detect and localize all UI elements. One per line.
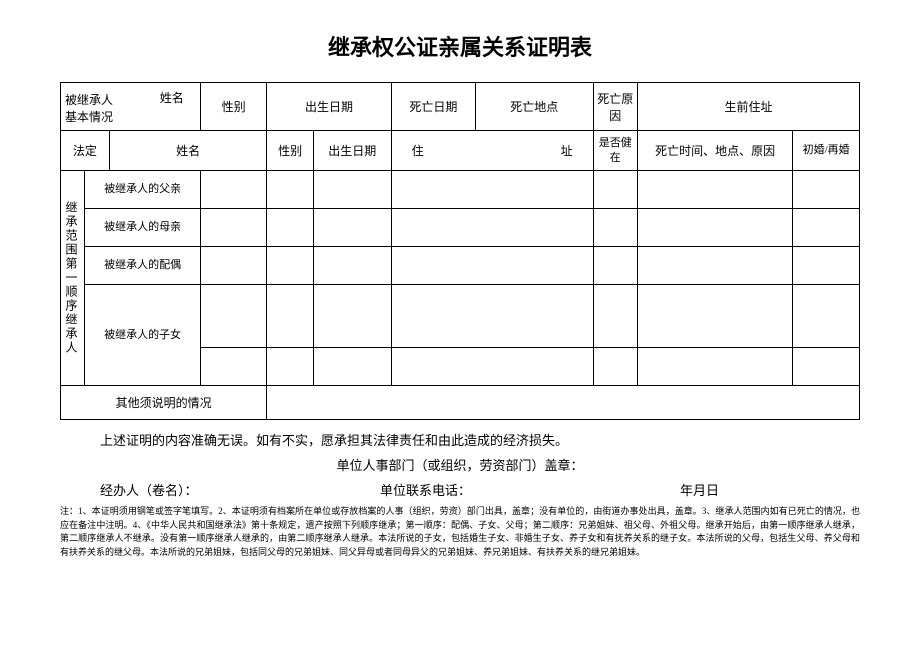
cell-spouse-address [391, 247, 593, 285]
cell-father-birth [313, 171, 391, 209]
cell-spouse-name [200, 247, 267, 285]
cell-spouse-birth [313, 247, 391, 285]
cell-father-name [200, 171, 267, 209]
header-death-place: 死亡地点 [475, 83, 593, 131]
cell-mother-death [637, 209, 792, 247]
cell-child2-death [637, 348, 792, 386]
relation-children: 被继承人的子女 [85, 285, 200, 386]
scope-label: 继承范围第一顺序继承人 [61, 171, 85, 386]
header-gender: 性别 [200, 83, 267, 131]
cell-mother-birth [313, 209, 391, 247]
handler-phone-label: 单位联系电话： [380, 480, 680, 499]
stamp-line: 单位人事部门（或组织，劳资部门）盖章： [60, 455, 860, 474]
cell-child1-health [593, 285, 637, 348]
page-title: 继承权公证亲属关系证明表 [60, 30, 860, 62]
cell-father-health [593, 171, 637, 209]
cell-father-death [637, 171, 792, 209]
cell-child1-gender [267, 285, 314, 348]
main-table: 姓名 被继承人基本情况 性别 出生日期 死亡日期 死亡地点 死亡原因 生前住址 … [60, 82, 860, 420]
cell-spouse-marriage [793, 247, 860, 285]
cell-mother-address [391, 209, 593, 247]
cell-child1-birth [313, 285, 391, 348]
cell-child2-address [391, 348, 593, 386]
cell-child2-health [593, 348, 637, 386]
cell-spouse-health [593, 247, 637, 285]
declaration-text: 上述证明的内容准确无误。如有不实，愿承担其法律责任和由此造成的经济损失。 [100, 430, 860, 449]
sub-header-address: 住 址 [391, 131, 593, 171]
handler-line: 经办人（卷名）： 单位联系电话： 年月日 [60, 480, 860, 499]
handler-date-label: 年月日 [680, 480, 860, 499]
relation-mother: 被继承人的母亲 [85, 209, 200, 247]
cell-father-address [391, 171, 593, 209]
sub-header-marriage: 初婚/再婚 [793, 131, 860, 171]
cell-father-marriage [793, 171, 860, 209]
handler-name-label: 经办人（卷名）： [100, 480, 380, 499]
cell-child1-marriage [793, 285, 860, 348]
other-notes-cell [267, 386, 860, 420]
cell-mother-health [593, 209, 637, 247]
cell-child2-birth [313, 348, 391, 386]
sub-header-name: 姓名 [109, 131, 267, 171]
cell-spouse-death [637, 247, 792, 285]
cell-spouse-gender [267, 247, 314, 285]
header-birth-date: 出生日期 [267, 83, 391, 131]
relation-father: 被继承人的父亲 [85, 171, 200, 209]
header-death-cause: 死亡原因 [593, 83, 637, 131]
decedent-label: 姓名 被继承人基本情况 [61, 83, 201, 131]
cell-child2-marriage [793, 348, 860, 386]
cell-mother-name [200, 209, 267, 247]
cell-father-gender [267, 171, 314, 209]
cell-child1-name [200, 285, 267, 348]
cell-child2-name [200, 348, 267, 386]
cell-mother-marriage [793, 209, 860, 247]
header-residence: 生前住址 [637, 83, 859, 131]
cell-child1-death [637, 285, 792, 348]
sub-header-health: 是否健在 [593, 131, 637, 171]
sub-header-gender: 性别 [267, 131, 314, 171]
statutory-label: 法定 [61, 131, 110, 171]
header-death-date: 死亡日期 [391, 83, 475, 131]
sub-header-birth: 出生日期 [313, 131, 391, 171]
cell-child2-gender [267, 348, 314, 386]
cell-child1-address [391, 285, 593, 348]
cell-mother-gender [267, 209, 314, 247]
relation-spouse: 被继承人的配偶 [85, 247, 200, 285]
sub-header-death-info: 死亡时间、地点、原因 [637, 131, 792, 171]
footnote-text: 注：1、本证明须用钢笔或签字笔填写。2、本证明须有档案所在单位或存放档案的人事（… [60, 505, 860, 559]
other-notes-label: 其他须说明的情况 [61, 386, 267, 420]
